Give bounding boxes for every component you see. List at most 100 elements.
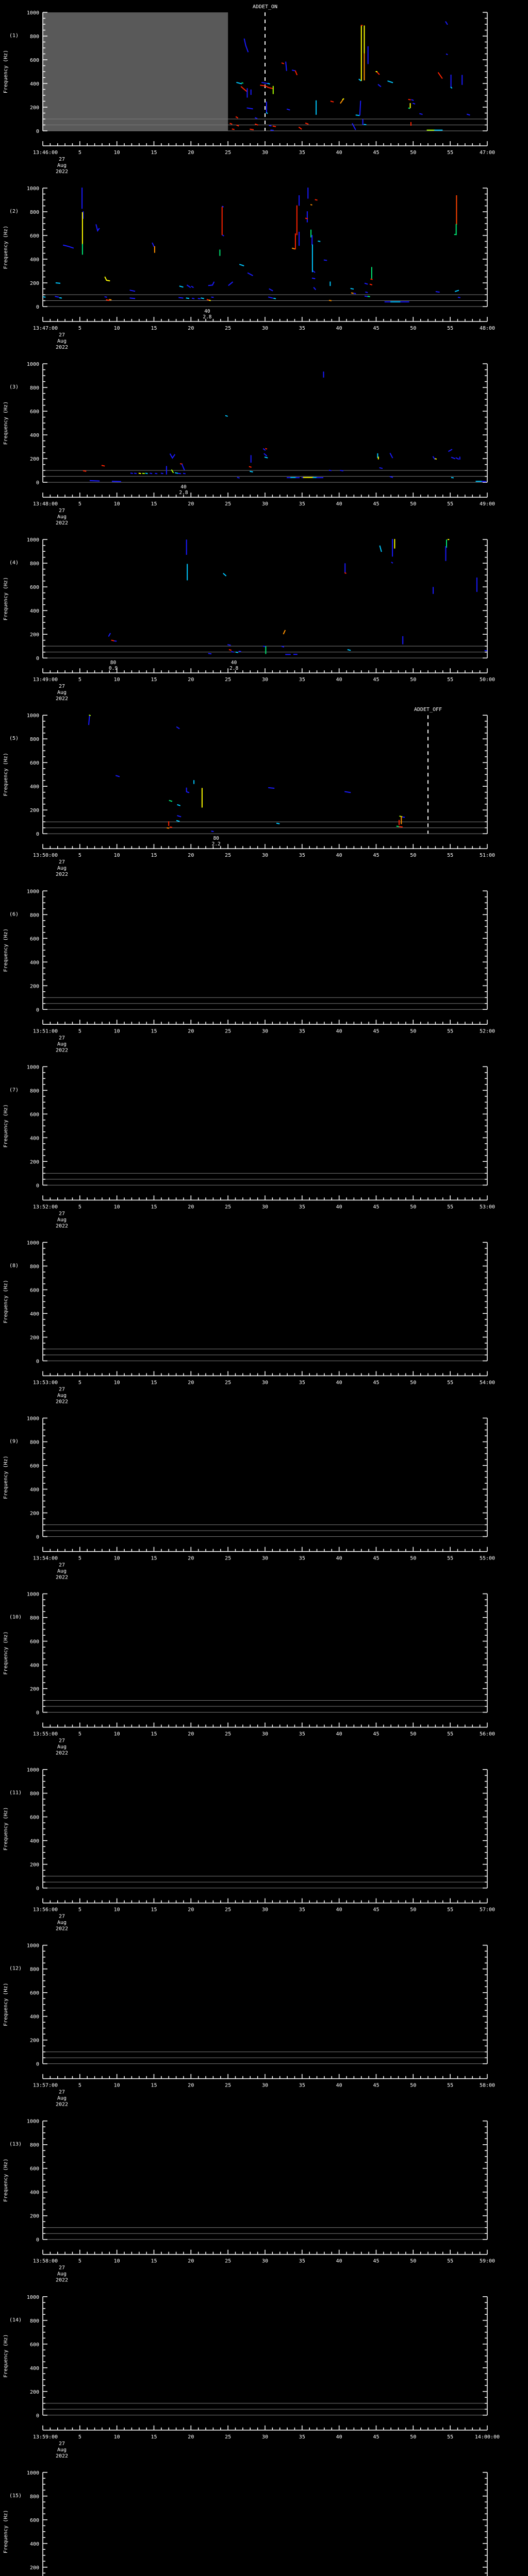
date-line: 2022 [56,1399,68,1404]
x-tick-label: 55 [447,501,453,507]
y-tick-label: 0 [36,2062,39,2067]
panel-index-label: (8) [9,1263,19,1268]
x-tick-label: 25 [225,501,231,507]
x-end-time-label: 54:00 [480,1380,495,1385]
y-tick-label: 600 [30,1639,39,1645]
x-tick-label: 50 [410,2434,416,2440]
y-tick-label: 600 [30,1287,39,1293]
y-tick-label: 1000 [27,2119,39,2125]
y-tick-label: 0 [36,1359,39,1364]
date-line: 2022 [56,1751,68,1756]
detection-trace [344,791,351,793]
date-line: Aug [57,2272,67,2277]
x-tick-label: 40 [336,150,342,156]
date-line: 2022 [56,1574,68,1580]
date-line: 27 [59,684,65,689]
x-tick-label: 30 [262,1028,268,1034]
detection-trace [262,646,266,648]
detection-trace [191,285,194,289]
date-line: 27 [59,2265,65,2271]
y-tick-label: 200 [30,1862,39,1868]
y-tick-label: 1000 [27,186,39,192]
y-axis-title: Frequency (Hz) [3,1631,9,1674]
x-tick-label: 45 [373,1380,379,1385]
x-tick-label: 10 [114,2259,120,2264]
panel-2: 0 200 400 600 800 1000 Frequency (Hz) (2) 13:47:… [3,186,495,350]
y-tick-label: 800 [30,2494,39,2500]
y-tick-label: 1000 [27,2295,39,2300]
x-tick-label: 10 [114,1555,120,1561]
y-tick-label: 1000 [27,10,39,16]
panel-index-label: (13) [9,2142,22,2147]
date-line: Aug [57,1041,67,1047]
x-tick-label: 50 [410,150,416,156]
y-tick-label: 0 [36,129,39,134]
date-line: Aug [57,866,67,871]
annotation-line: 0.9 [109,666,118,671]
detection-trace [312,270,316,273]
x-tick-label: 55 [447,1732,453,1737]
detection-trace [235,651,238,653]
y-tick-label: 800 [30,1088,39,1094]
y-axis-title: Frequency (Hz) [3,1455,9,1499]
detection-trace [201,297,204,299]
detection-trace [313,286,317,291]
y-tick-label: 1000 [27,713,39,719]
y-tick-label: 800 [30,210,39,215]
detection-trace [263,453,268,457]
detection-trace [104,276,110,282]
y-tick-label: 400 [30,81,39,87]
x-tick-label: 10 [114,1204,120,1210]
x-tick-label: 55 [447,150,453,156]
detection-trace [353,293,356,294]
y-tick-label: 1000 [27,1416,39,1421]
detection-trace [206,299,210,301]
x-tick-label: 40 [336,1380,342,1385]
x-tick-label: 5 [78,677,81,683]
x-end-time-label: 14:00:00 [475,2434,500,2440]
y-tick-label: 400 [30,1663,39,1669]
x-tick-label: 40 [336,326,342,331]
x-tick-label: 50 [410,2083,416,2089]
annotation-line: 40 [180,484,187,490]
x-tick-label: 40 [336,2434,342,2440]
y-tick-label: 400 [30,2190,39,2196]
annotation-line: 80 [213,836,219,841]
x-tick-label: 15 [151,2434,157,2440]
detection-trace [408,98,411,100]
x-tick-label: 40 [336,1028,342,1034]
x-tick-label: 30 [262,501,268,507]
x-tick-label: 20 [188,1555,194,1561]
y-tick-label: 200 [30,632,39,638]
y-tick-label: 800 [30,385,39,391]
detection-trace [387,80,393,83]
x-tick-label: 15 [151,150,157,156]
panel-index-label: (15) [9,2493,22,2499]
y-tick-label: 400 [30,2014,39,2020]
x-tick-label: 45 [373,2434,379,2440]
detection-trace [369,283,373,285]
panel-index-label: (1) [9,33,19,39]
x-tick-label: 20 [188,2259,194,2264]
x-tick-label: 45 [373,1907,379,1913]
date-line: Aug [57,1744,67,1750]
detection-trace [160,472,163,474]
detection-trace [454,290,459,292]
y-tick-label: 800 [30,737,39,742]
x-tick-label: 15 [151,2259,157,2264]
x-tick-label: 5 [78,1555,81,1561]
date-line: 2022 [56,169,68,175]
y-tick-label: 600 [30,233,39,239]
x-tick-label: 30 [262,2259,268,2264]
x-start-time-label: 13:53:00 [33,1380,58,1385]
x-tick-label: 40 [336,1732,342,1737]
date-line: Aug [57,2447,67,2453]
detection-trace [466,113,470,116]
y-tick-label: 600 [30,1991,39,1996]
date-line: 27 [59,1035,65,1041]
x-tick-label: 40 [336,1204,342,1210]
detection-trace [243,38,249,53]
date-line: Aug [57,690,67,696]
y-tick-label: 800 [30,2318,39,2324]
